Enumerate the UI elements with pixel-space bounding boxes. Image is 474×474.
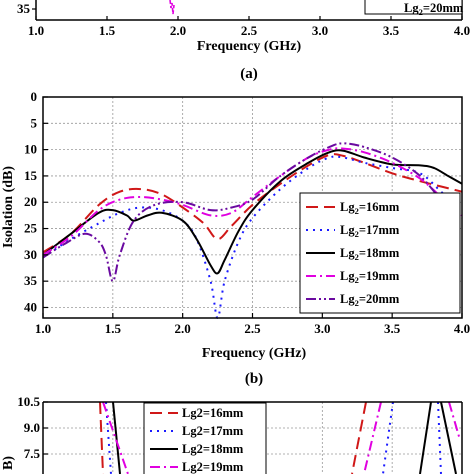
bottom-series-fragment: [448, 401, 461, 441]
panel-a-label: (a): [240, 66, 258, 82]
panel-b: 1.0 1.5 2.0 2.5 3.0 3.5 4.0 0 5 10 15 20 25 30 35 40 F…: [1, 89, 470, 387]
top-x-tick-label: 2.0: [170, 23, 186, 38]
bottom-series-fragment: [382, 401, 394, 474]
bottom-series-fragment: [440, 401, 457, 474]
bottom-y-tick-label: 10.5: [17, 394, 40, 409]
bottom-legend-label: Lg2=17mm: [182, 424, 244, 438]
top-x-tick-label: 1.5: [99, 23, 116, 38]
x-tick-label: 3.5: [384, 321, 401, 336]
bottom-legend-label: Lg2=19mm: [182, 460, 244, 474]
bottom-series-fragment: [437, 401, 442, 474]
bottom-panel: 10.59.07.5 B) Lg2=16mmLg2=17mmLg2=18mmLg…: [1, 394, 463, 474]
panel-b-x-axis-label: Frequency (GHz): [202, 346, 307, 361]
legend-label: Lg2=18mm: [340, 246, 400, 262]
panel-b-label: (b): [245, 371, 263, 387]
y-tick-label: 30: [24, 247, 37, 262]
bottom-series-fragment: [105, 401, 112, 474]
x-tick-label: 1.0: [35, 321, 51, 336]
top-legend-box: [364, 0, 463, 15]
bottom-y-axis-label: B): [1, 456, 16, 470]
top-x-tick-label: 4.0: [454, 23, 470, 38]
x-tick-label: 4.0: [454, 321, 470, 336]
top-x-tick-label: 3.5: [383, 23, 400, 38]
bottom-series-fragment: [351, 401, 367, 474]
x-tick-label: 3.0: [314, 321, 330, 336]
top-x-axis-label: Frequency (GHz): [197, 39, 302, 54]
legend-label: Lg2=20mm: [340, 292, 400, 308]
bottom-legend: [143, 402, 267, 474]
panel-b-series: [42, 142, 463, 320]
panel-b-y-ticks: 0 5 10 15 20 25 30 35 40: [24, 89, 48, 314]
series-line-18mm: [42, 149, 463, 275]
y-tick-label: 15: [24, 168, 38, 183]
bottom-y-ticks: 10.5 9.0 7.5: [17, 394, 48, 461]
top-legend-entry: Lg2=20mm: [404, 1, 464, 17]
y-tick-label: 0: [31, 89, 38, 104]
panel-b-y-axis-label: Isolation (dB): [1, 166, 16, 248]
top-x-tick-label: 3.0: [312, 23, 328, 38]
top-x-axis-ticks: 1.0 1.5 2.0 2.5 3.0 3.5 4.0: [28, 16, 470, 38]
bottom-series: [99, 401, 461, 474]
bottom-y-tick-label: 7.5: [24, 446, 41, 461]
bottom-series-fragment: [112, 401, 121, 474]
series-line-20mm: [42, 142, 463, 283]
bottom-series-fragment: [102, 401, 129, 474]
legend-label: Lg2=19mm: [340, 269, 400, 285]
series-line-19mm: [42, 147, 463, 256]
bottom-legend-label: Lg2=16mm: [182, 406, 244, 420]
legend-label: Lg2=17mm: [340, 223, 400, 239]
top-panel: 35 Lg2=20mm 1.0 1.5 2.0 2.5 3.0 3.5 4.0 Freque…: [17, 0, 470, 82]
y-tick-label: 35: [24, 273, 38, 288]
top-x-tick-label: 2.5: [241, 23, 258, 38]
top-y-tick-label: 35: [17, 1, 31, 16]
bottom-series-fragment: [99, 401, 104, 474]
panel-b-x-ticks: 1.0 1.5 2.0 2.5 3.0 3.5 4.0: [35, 313, 470, 336]
y-tick-label: 20: [24, 194, 37, 209]
y-tick-label: 25: [24, 221, 38, 236]
y-tick-label: 10: [24, 142, 37, 157]
bottom-series-fragment: [363, 401, 382, 474]
bottom-legend-entries: Lg2=16mm Lg2=17mm Lg2=18mm Lg2=19mm: [150, 406, 244, 474]
x-tick-label: 1.5: [105, 321, 122, 336]
panel-b-legend-entries: Lg2=16mm Lg2=17mm Lg2=18mm Lg2=19mm Lg2=20mm: [306, 200, 400, 308]
top-x-tick-label: 1.0: [28, 23, 44, 38]
legend-label: Lg2=16mm: [340, 200, 400, 216]
top-magenta-spike: [169, 0, 175, 15]
bottom-y-tick-label: 9.0: [24, 420, 40, 435]
series-line-16mm: [42, 153, 463, 254]
y-tick-label: 40: [24, 299, 37, 314]
y-tick-label: 5: [31, 115, 38, 130]
bottom-legend-label: Lg2=18mm: [182, 442, 244, 456]
bottom-series-fragment: [419, 401, 432, 474]
x-tick-label: 2.5: [244, 321, 261, 336]
x-tick-label: 2.0: [175, 321, 191, 336]
